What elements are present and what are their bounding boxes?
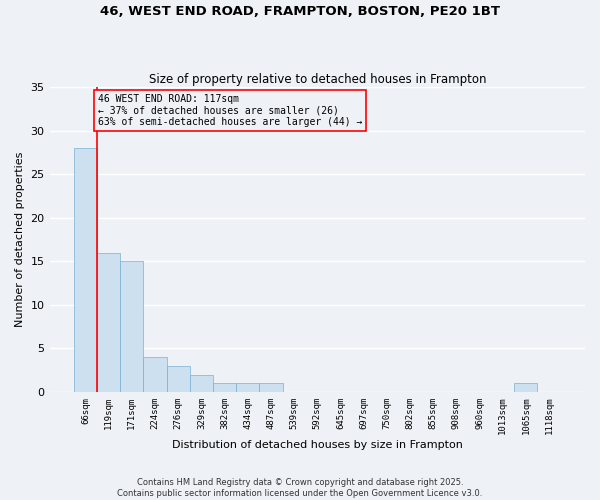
Bar <box>236 383 259 392</box>
Bar <box>190 374 213 392</box>
Bar <box>97 252 120 392</box>
Y-axis label: Number of detached properties: Number of detached properties <box>15 152 25 327</box>
Bar <box>514 383 538 392</box>
Text: 46 WEST END ROAD: 117sqm
← 37% of detached houses are smaller (26)
63% of semi-d: 46 WEST END ROAD: 117sqm ← 37% of detach… <box>98 94 362 128</box>
Bar <box>143 357 167 392</box>
Bar <box>74 148 97 392</box>
Bar <box>259 383 283 392</box>
Bar <box>120 262 143 392</box>
Text: 46, WEST END ROAD, FRAMPTON, BOSTON, PE20 1BT: 46, WEST END ROAD, FRAMPTON, BOSTON, PE2… <box>100 5 500 18</box>
X-axis label: Distribution of detached houses by size in Frampton: Distribution of detached houses by size … <box>172 440 463 450</box>
Text: Contains HM Land Registry data © Crown copyright and database right 2025.
Contai: Contains HM Land Registry data © Crown c… <box>118 478 482 498</box>
Title: Size of property relative to detached houses in Frampton: Size of property relative to detached ho… <box>149 73 486 86</box>
Bar <box>167 366 190 392</box>
Bar <box>213 383 236 392</box>
